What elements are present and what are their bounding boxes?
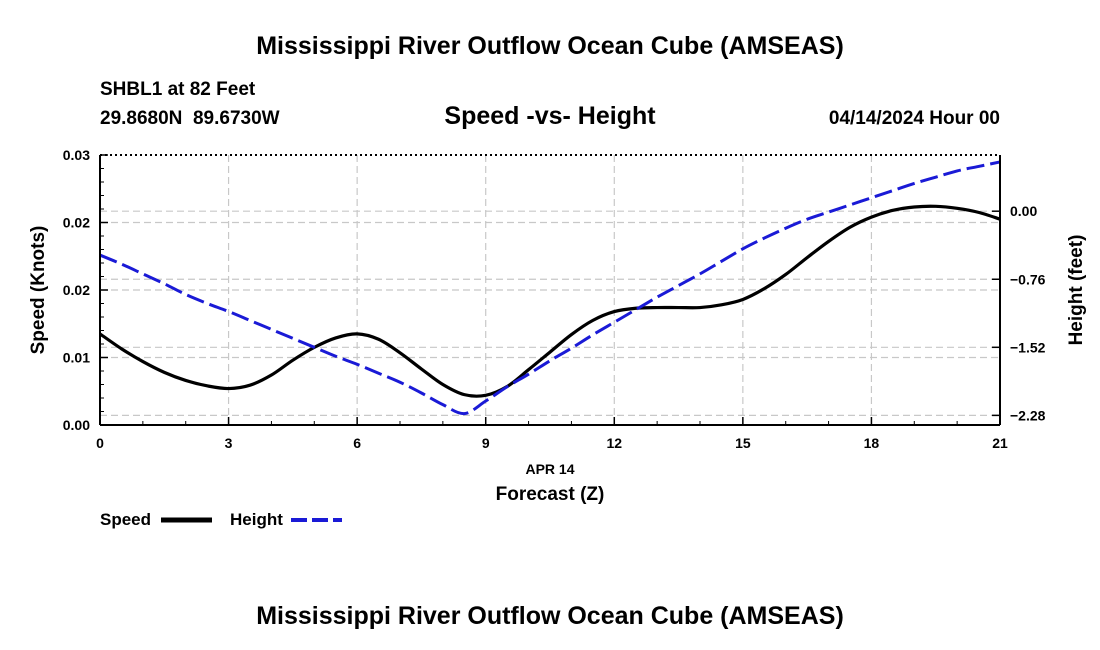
legend-speed-label: Speed [100,510,151,529]
y-tick-label: 0.01 [63,350,90,366]
chart-subtitle: Speed -vs- Height [444,102,656,130]
series-layer [99,160,1001,416]
y-tick-label: 0.02 [63,215,90,231]
x-tick-label: 0 [96,435,104,451]
y2-tick-label: −0.76 [1010,271,1046,287]
y-tick-label: 0.02 [63,282,90,298]
y2-axis-label: Height (feet) [1066,235,1087,346]
x-tick-label: 18 [864,435,880,451]
y-tick-label: 0.00 [63,417,90,433]
chart-top-title: Mississippi River Outflow Ocean Cube (AM… [256,32,844,60]
x-tick-label: 3 [225,435,233,451]
x-tick-label: 12 [606,435,622,451]
ticks-layer: 0 3 6 9 12 15 18 21 0.00 0.01 0.02 0.02 0.03 0.00 −0.7… [63,147,1046,451]
x-tick-label: 15 [735,435,751,451]
x-tick-label: 21 [992,435,1008,451]
grid-layer [100,155,1000,425]
y2-tick-label: −1.52 [1010,339,1046,355]
y-axis-label: Speed (Knots) [28,226,49,355]
series-line-speed [99,204,1001,398]
coordinates-label: 29.8680N 89.6730W [100,108,280,129]
x-date-label: APR 14 [525,461,574,477]
y2-tick-label: 0.00 [1010,203,1037,219]
series-line-height [99,160,1001,416]
x-tick-label: 9 [482,435,490,451]
y-tick-label: 0.03 [63,147,90,163]
forecast-date-label: 04/14/2024 Hour 00 [829,108,1000,129]
station-label: SHBL1 at 82 Feet [100,79,256,100]
x-tick-label: 6 [353,435,361,451]
legend-height-label: Height [230,510,283,529]
axes-layer [99,154,1001,426]
chart-bottom-title: Mississippi River Outflow Ocean Cube (AM… [256,602,844,630]
x-axis-label: Forecast (Z) [496,484,605,505]
y2-tick-label: −2.28 [1010,407,1046,423]
legend: Speed Height [100,510,342,529]
